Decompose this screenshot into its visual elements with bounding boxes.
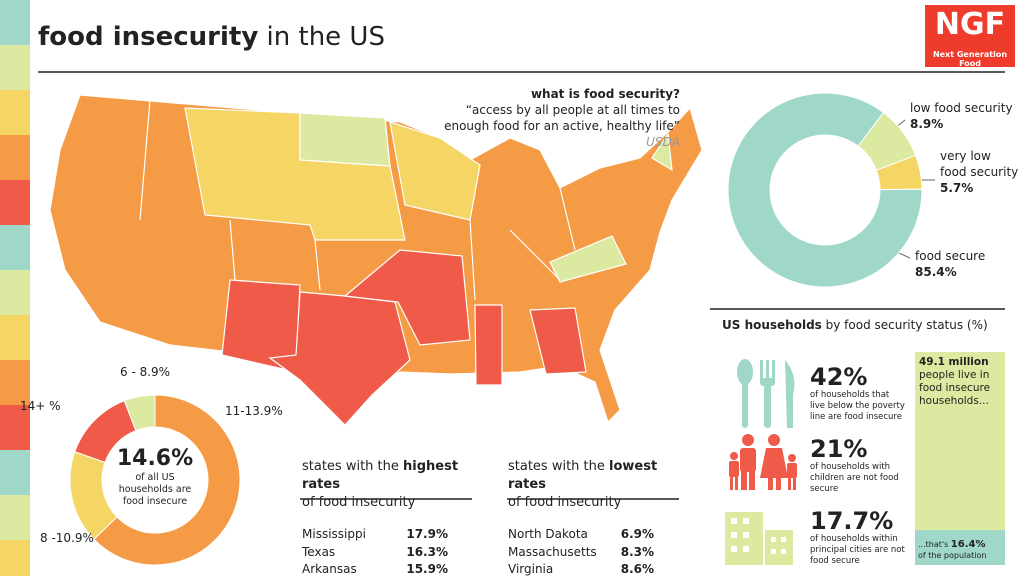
state: Mississippi [302, 527, 366, 541]
stat-text: of households with children are not food… [810, 462, 899, 494]
segment-label: 6 - 8.9% [120, 365, 171, 379]
bar-note: ...that's 16.4% of the population [918, 539, 1004, 561]
state: Arkansas [302, 562, 357, 576]
stat: 42% of households that live below the pov… [810, 364, 905, 423]
state: North Dakota [508, 527, 588, 541]
family-icon [729, 434, 797, 490]
center-value: 14.6% [116, 446, 194, 471]
state: Texas [302, 544, 336, 559]
table-title-bold: lowest rates [508, 459, 658, 492]
buildings-icon [725, 512, 793, 565]
highest-table: states with the highest rates of food ins… [302, 458, 472, 576]
rate: 17.9% [406, 527, 448, 541]
title-rest: in the US [266, 22, 385, 52]
cutlery-icon [737, 359, 795, 428]
title-bold: US households [722, 318, 822, 332]
label-name: very low food security [940, 149, 1019, 179]
table-title: states with the [302, 459, 399, 474]
label-name: food secure [915, 249, 986, 263]
rate: 8.3% [620, 544, 654, 559]
label-value: 85.4% [915, 265, 957, 279]
label-value: 5.7% [940, 181, 974, 195]
population-share [915, 530, 1005, 565]
logo-box [925, 5, 1015, 67]
table-title: of food insecurity [508, 495, 622, 510]
rate: 6.9% [620, 527, 654, 541]
definition-heading: what is food security? [530, 87, 680, 101]
segment-label: 11-13.9% [225, 404, 283, 418]
stat-text: of households that live below the povert… [810, 390, 905, 422]
logo-subtitle: Next Generation Food [932, 50, 1008, 68]
us-map [49, 94, 703, 429]
stat-value: 21% [810, 435, 868, 463]
state: Massachusetts [508, 544, 597, 559]
lowest-table: states with the lowest rates of food inse… [508, 458, 678, 576]
table-title: of food insecurity [302, 495, 416, 510]
note-text: of the population [918, 551, 987, 560]
bar-text: 49.1 million people live in food insecure… [919, 356, 1003, 408]
table-row: Massachusetts 8.3% [508, 544, 654, 562]
table-row: Arkansas 15.9% [302, 561, 448, 576]
table-row: Virginia 8.6% [508, 561, 654, 576]
definition-quote: “access by all people at all times to en… [444, 103, 680, 133]
bar-body: people live in food insecure households.… [919, 369, 991, 407]
donut-segment [123, 394, 156, 432]
rate: 16.3% [406, 544, 448, 559]
label-value: 8.9% [910, 117, 944, 131]
note-text: ...that's [918, 540, 949, 549]
table-row: Texas 16.3% [302, 544, 448, 562]
segment-label: 8 -10.9% [40, 531, 94, 545]
note-value: 16.4% [950, 539, 986, 550]
title-bold: food insecurity [38, 22, 259, 52]
stat-value: 42% [810, 363, 868, 391]
definition-source: USDA [646, 135, 680, 149]
definition: what is food security? “access by all pe… [440, 86, 680, 150]
population-bar [915, 352, 1005, 565]
legend-label: food secure 85.4% [915, 248, 985, 280]
households-title: US households by food security status (%… [722, 318, 988, 332]
label-name: low food security [910, 101, 1013, 115]
stat: 21% of households with children are not f… [810, 436, 905, 495]
legend-label: low food security 8.9% [910, 100, 1013, 132]
donut-segment [93, 394, 241, 566]
table-row: Mississippi 17.9% [302, 526, 448, 544]
stat-value: 17.7% [810, 507, 894, 535]
title: food insecurity in the US [38, 22, 385, 52]
stat: 17.7% of households within principal citi… [810, 508, 905, 567]
table-title-bold: highest rates [302, 459, 459, 492]
rate: 8.6% [620, 562, 654, 576]
stat-text: of households within principal cities ar… [810, 534, 905, 566]
rate: 15.9% [406, 562, 448, 576]
segment-label: 14+ % [20, 399, 61, 413]
bar-headline: 49.1 million [919, 356, 989, 368]
table-row: North Dakota 6.9% [508, 526, 654, 544]
table-title: states with the [508, 459, 605, 474]
donut-segment [727, 92, 923, 288]
state: Virginia [508, 562, 554, 576]
center-text: of all US households are food insecure [118, 472, 192, 507]
side-stripes [0, 0, 30, 576]
title-rest: by food security status (%) [825, 318, 988, 332]
logo: NGF [934, 7, 1006, 42]
legend-label: very low food security 5.7% [940, 148, 1020, 196]
